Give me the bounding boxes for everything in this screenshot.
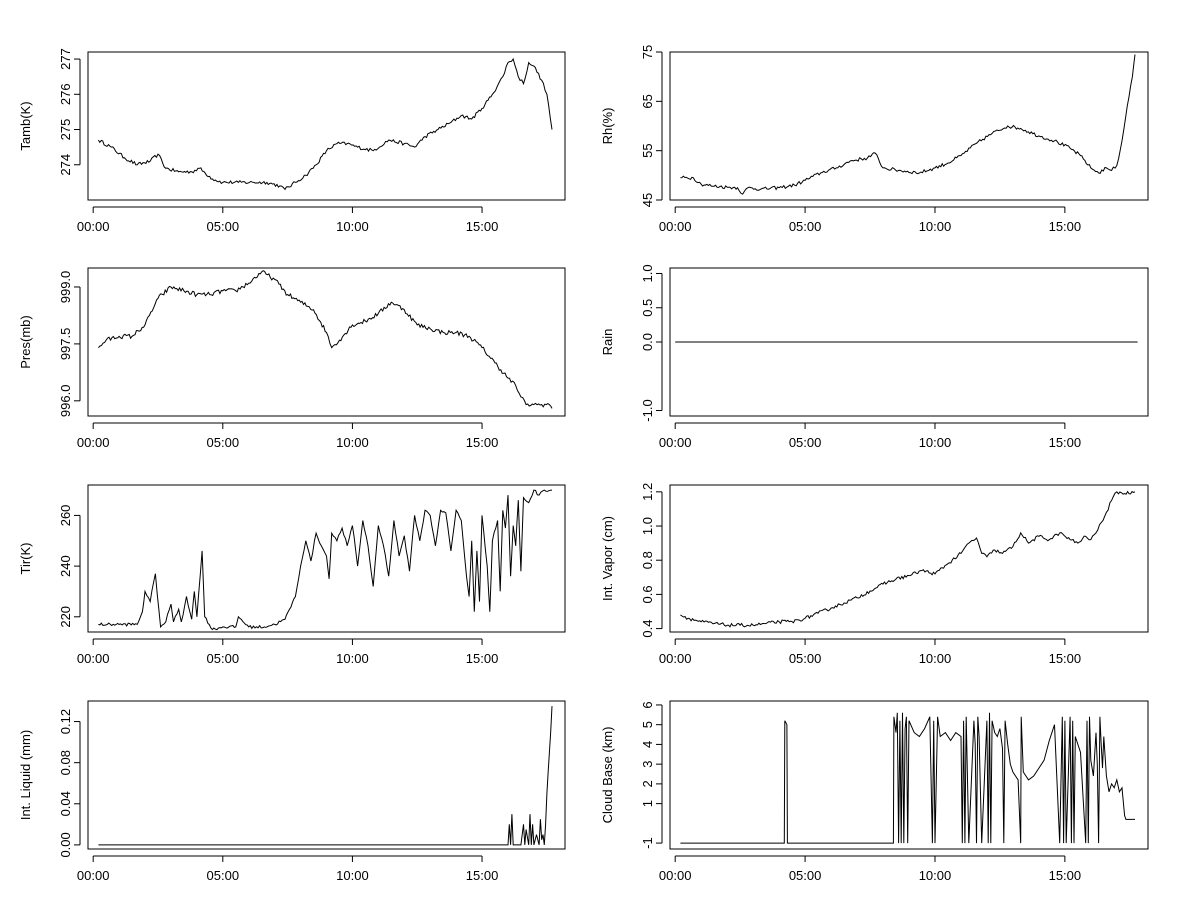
plot-frame <box>669 700 1149 850</box>
y-axis-label: Pres(mb) <box>18 315 33 368</box>
y-tick-label: 260 <box>58 505 73 527</box>
x-tick-label: 05:00 <box>789 868 822 883</box>
x-tick-label: 10:00 <box>919 651 952 666</box>
panel-8: 00:00 05:00 10:00 15:00 -1 1 2 3 4 5 6 Cloud Base (… <box>600 700 1149 883</box>
x-tick-label: 10:00 <box>919 435 952 450</box>
y-tick-label: 1 <box>640 800 655 807</box>
panel-4: 00:00 05:00 10:00 15:00 -1.0 0.0 0.5 1.0 Rain <box>600 264 1149 450</box>
x-tick-label: 15:00 <box>1049 435 1082 450</box>
plot-frame <box>87 51 566 201</box>
series-line-1 <box>97 57 553 191</box>
x-tick-label: 10:00 <box>919 219 952 234</box>
y-tick-label: 4 <box>640 741 655 748</box>
plot-frame <box>87 700 566 850</box>
y-axis-label: Tamb(K) <box>18 101 33 150</box>
y-axis-label: Cloud Base (km) <box>600 727 615 824</box>
y-tick-label: 0.0 <box>640 333 655 351</box>
x-tick-label: 00:00 <box>659 219 692 234</box>
y-tick-label: 277 <box>58 48 73 70</box>
y-axis-label: Int. Vapor (cm) <box>600 516 615 601</box>
y-tick-label: 1.0 <box>640 517 655 535</box>
y-tick-label: 0.08 <box>58 750 73 775</box>
x-tick-label: 05:00 <box>207 435 240 450</box>
x-tick-label: 00:00 <box>77 868 110 883</box>
series-line-1 <box>680 54 1136 195</box>
x-tick-label: 05:00 <box>789 219 822 234</box>
x-tick-label: 15:00 <box>1049 868 1082 883</box>
panel-5: 00:00 05:00 10:00 15:00 220 240 260 Tir(K) <box>18 484 566 666</box>
y-axis-label: Rh(%) <box>600 108 615 145</box>
x-tick-label: 10:00 <box>336 435 369 450</box>
y-tick-label: 997.5 <box>58 328 73 361</box>
y-axis-label: Rain <box>600 329 615 356</box>
x-tick-label: 15:00 <box>466 651 499 666</box>
y-axis-label: Int. Liquid (mm) <box>18 730 33 820</box>
y-tick-label: 275 <box>58 119 73 141</box>
x-tick-label: 00:00 <box>77 651 110 666</box>
plot-frame <box>87 267 566 417</box>
x-tick-label: 05:00 <box>207 219 240 234</box>
y-tick-label: 0.00 <box>58 832 73 857</box>
x-tick-label: 10:00 <box>336 868 369 883</box>
x-tick-label: 00:00 <box>659 868 692 883</box>
series-line-1 <box>680 712 1135 844</box>
series-line-1 <box>98 489 553 631</box>
y-axis-label: Tir(K) <box>18 542 33 574</box>
y-tick-label: 0.8 <box>640 551 655 569</box>
y-tick-label: 999.0 <box>58 271 73 304</box>
y-tick-label: 45 <box>640 193 655 207</box>
y-tick-label: 220 <box>58 606 73 628</box>
x-tick-label: 15:00 <box>1049 651 1082 666</box>
y-tick-label: 276 <box>58 83 73 105</box>
y-tick-label: 0.04 <box>58 791 73 816</box>
y-tick-label: 996.0 <box>58 385 73 418</box>
y-tick-label: 0.4 <box>640 620 655 638</box>
x-tick-label: 00:00 <box>77 219 110 234</box>
panel-3: 00:00 05:00 10:00 15:00 996.0 997.5 999.0 Pres(… <box>18 267 566 450</box>
x-tick-label: 10:00 <box>336 651 369 666</box>
series-line-1 <box>98 270 553 409</box>
y-tick-label: 274 <box>58 154 73 176</box>
y-tick-label: 55 <box>640 143 655 157</box>
y-tick-label: 65 <box>640 94 655 108</box>
x-tick-label: 15:00 <box>1049 219 1082 234</box>
x-tick-label: 15:00 <box>466 219 499 234</box>
y-tick-label: 1.2 <box>640 483 655 501</box>
y-tick-label: 75 <box>640 45 655 59</box>
y-tick-label: 0.5 <box>640 299 655 317</box>
x-tick-label: 10:00 <box>336 219 369 234</box>
y-tick-label: -1 <box>640 837 655 849</box>
x-tick-label: 15:00 <box>466 868 499 883</box>
plot-frame <box>87 484 566 633</box>
y-tick-label: 1.0 <box>640 264 655 282</box>
series-line-1 <box>680 490 1136 628</box>
x-tick-label: 10:00 <box>919 868 952 883</box>
plot-frame <box>669 51 1149 201</box>
panel-6: 00:00 05:00 10:00 15:00 0.4 0.6 0.8 1.0 1.2 Int. … <box>600 483 1149 666</box>
series-line-1 <box>98 706 553 846</box>
y-tick-label: 6 <box>640 701 655 708</box>
x-tick-label: 00:00 <box>77 435 110 450</box>
y-tick-label: 0.6 <box>640 585 655 603</box>
y-tick-label: -1.0 <box>640 399 655 421</box>
x-tick-label: 05:00 <box>789 435 822 450</box>
x-tick-label: 05:00 <box>789 651 822 666</box>
panel-7: 00:00 05:00 10:00 15:00 0.00 0.04 0.08 0.12 Int.… <box>18 700 566 883</box>
y-tick-label: 3 <box>640 761 655 768</box>
y-tick-label: 240 <box>58 555 73 577</box>
y-tick-label: 0.12 <box>58 709 73 734</box>
x-tick-label: 00:00 <box>659 651 692 666</box>
x-tick-label: 05:00 <box>207 651 240 666</box>
x-tick-label: 00:00 <box>659 435 692 450</box>
plot-frame <box>669 484 1149 633</box>
x-tick-label: 15:00 <box>466 435 499 450</box>
panel-2: 00:00 05:00 10:00 15:00 45 55 65 75 Rh(%) <box>600 45 1149 234</box>
y-tick-label: 5 <box>640 721 655 728</box>
plot-frame <box>669 267 1149 417</box>
panel-1: 00:00 05:00 10:00 15:00 274 275 276 277 Tamb(K) <box>18 48 566 234</box>
y-tick-label: 2 <box>640 780 655 787</box>
x-tick-label: 05:00 <box>207 868 240 883</box>
